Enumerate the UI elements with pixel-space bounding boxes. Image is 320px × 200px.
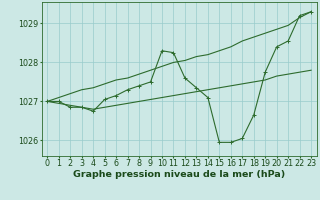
X-axis label: Graphe pression niveau de la mer (hPa): Graphe pression niveau de la mer (hPa): [73, 170, 285, 179]
